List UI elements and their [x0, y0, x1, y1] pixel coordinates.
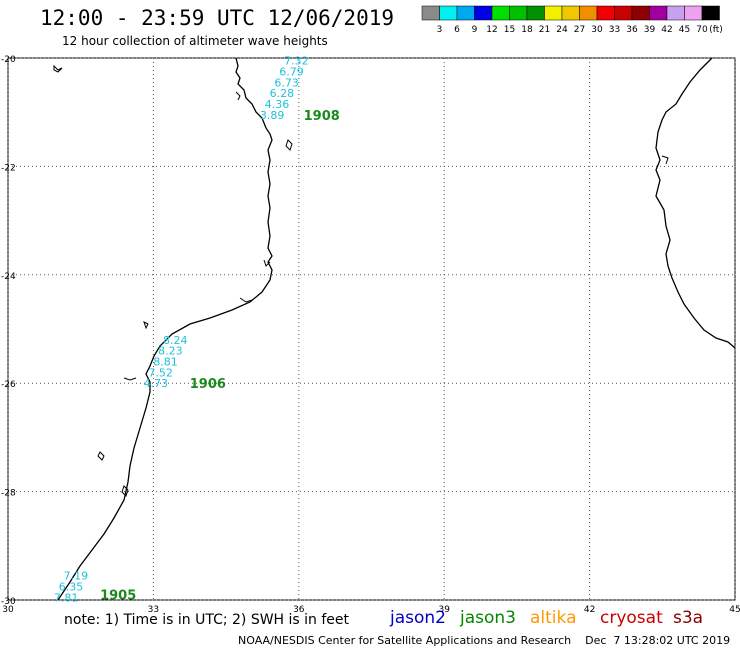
lat-tick-label: -24 — [1, 272, 16, 282]
colorbar-swatch — [526, 5, 545, 21]
lake-outline — [285, 139, 293, 151]
colorbar-label: 42 — [661, 25, 672, 35]
colorbar-swatch — [666, 5, 685, 21]
colorbar-label: 39 — [644, 25, 656, 35]
lake-outline — [121, 485, 129, 497]
wave-height-value: 8.24 — [163, 334, 188, 347]
credit-line: NOAA/NESDIS Center for Satellite Applica… — [238, 634, 731, 647]
colorbar-swatch — [456, 5, 475, 21]
colorbar-label: 15 — [504, 25, 515, 35]
wave-height-value: 7.52 — [148, 366, 173, 379]
lat-tick-label: -28 — [1, 489, 16, 499]
colorbar-swatch — [439, 5, 458, 21]
coast-inlet — [235, 91, 241, 101]
coast-inlet — [123, 377, 137, 381]
wave-height-value: 6.73 — [274, 76, 299, 89]
pass-id-label: 1908 — [304, 109, 340, 124]
wave-height-value: 6.28 — [270, 87, 295, 100]
colorbar-swatch — [614, 5, 633, 21]
colorbar-swatch — [509, 5, 528, 21]
colorbar-label: 21 — [539, 25, 550, 35]
page-subtitle: 12 hour collection of altimeter wave hei… — [62, 34, 328, 48]
wave-height-value: 4.36 — [265, 98, 290, 111]
colorbar-label: 9 — [472, 25, 478, 35]
wave-height-value: 7.19 — [64, 570, 89, 583]
madagascar-coastline — [655, 57, 736, 349]
lon-tick-label: 39 — [438, 605, 450, 615]
lat-tick-label: -26 — [1, 380, 16, 390]
coast-inlet — [263, 259, 271, 267]
madagascar-inlet — [661, 155, 669, 165]
african-coastline — [57, 57, 273, 601]
page-title: 12:00 - 23:59 UTC 12/06/2019 — [40, 6, 395, 30]
wave-height-value: 8.81 — [153, 356, 178, 369]
lon-tick-label: 36 — [293, 605, 305, 615]
pass-id-label: 1906 — [190, 377, 226, 392]
lon-tick-label: 30 — [2, 605, 14, 615]
colorbar-swatch — [701, 5, 720, 21]
mission-altika: altika — [530, 608, 577, 628]
lat-tick-label: -30 — [1, 597, 16, 607]
colorbar-swatch — [421, 5, 440, 21]
colorbar-label: 6 — [454, 25, 460, 35]
colorbar-swatch — [579, 5, 598, 21]
wave-height-value: 8.23 — [158, 345, 183, 358]
lake-outline — [143, 321, 149, 330]
axis-ticks: 30 33 36 39 42 45 -20 -22 -24 -26 -28 -30 — [1, 55, 740, 615]
map-grid — [7, 57, 736, 601]
colorbar-swatch — [649, 5, 668, 21]
lat-tick-label: -22 — [1, 163, 16, 173]
colorbar-label: 45 — [679, 25, 690, 35]
altimeter-tracks: 7.326.796.736.284.363.89 1908 8.248.238.81… — [54, 55, 340, 605]
lake-outline — [97, 451, 105, 461]
colorbar-label: 18 — [521, 25, 533, 35]
lat-tick-label: -20 — [1, 55, 16, 65]
colorbar-label: 12 — [486, 25, 497, 35]
colorbar-swatch — [544, 5, 563, 21]
colorbar-label: 70 — [696, 25, 708, 35]
colorbar-label: 36 — [626, 25, 638, 35]
lon-tick-label: 45 — [729, 605, 740, 615]
wave-height-value: 4.73 — [144, 377, 169, 390]
map-frame — [7, 57, 736, 601]
colorbar-swatch — [631, 5, 650, 21]
colorbar-swatch — [596, 5, 615, 21]
colorbar-label: 27 — [574, 25, 585, 35]
mission-cryosat: cryosat — [600, 608, 663, 628]
colorbar-swatch — [684, 5, 703, 21]
colorbar-swatch — [561, 5, 580, 21]
colorbar-swatch — [491, 5, 510, 21]
wave-height-value: 6.35 — [59, 580, 84, 593]
coastline — [53, 57, 736, 601]
mission-jason3: jason3 — [460, 608, 516, 628]
lake-outline — [53, 64, 63, 73]
colorbar: 3 6 9 12 15 18 21 24 27 30 33 36 39 42 45 70 (ft) — [421, 5, 723, 35]
lon-tick-label: 33 — [148, 605, 159, 615]
colorbar-label: 24 — [556, 25, 568, 35]
colorbar-label: 33 — [609, 25, 620, 35]
mission-jason2: jason2 — [390, 608, 446, 628]
coast-inlet — [239, 297, 253, 303]
colorbar-label: 3 — [437, 25, 443, 35]
wave-height-value: 6.79 — [279, 66, 304, 79]
lon-tick-label: 42 — [584, 605, 595, 615]
wave-height-value: 7.81 — [54, 591, 79, 604]
colorbar-swatch — [474, 5, 493, 21]
footer-note: note: 1) Time is in UTC; 2) SWH is in fe… — [64, 612, 350, 628]
colorbar-label: 30 — [591, 25, 603, 35]
colorbar-unit: (ft) — [709, 25, 723, 35]
wave-height-value: 7.32 — [284, 55, 309, 68]
mission-s3a: s3a — [673, 608, 704, 628]
pass-id-label: 1905 — [100, 589, 136, 604]
wave-height-value: 3.89 — [260, 109, 285, 122]
